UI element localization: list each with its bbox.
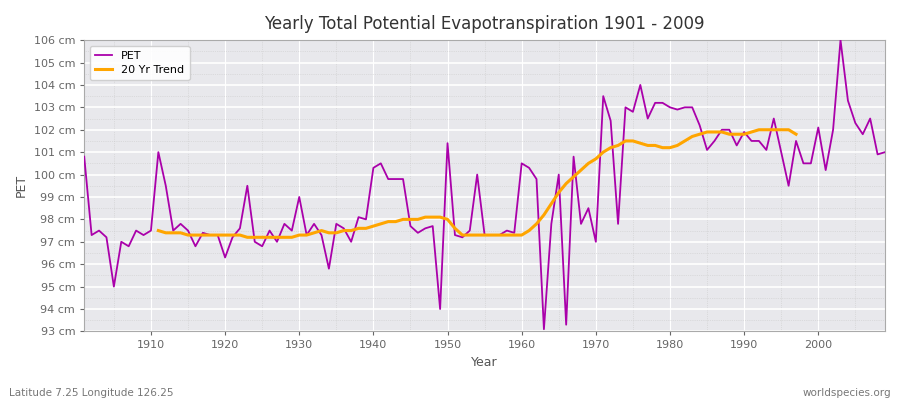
Line: 20 Yr Trend: 20 Yr Trend: [158, 130, 796, 237]
20 Yr Trend: [242, 235, 253, 240]
Line: PET: PET: [85, 40, 885, 329]
20 Yr Trend: [153, 228, 164, 233]
PET: [508, 230, 519, 235]
20 Yr Trend: [265, 235, 275, 240]
PET: [517, 161, 527, 166]
20 Yr Trend: [479, 233, 490, 238]
PET: [538, 327, 549, 332]
20 Yr Trend: [790, 132, 801, 137]
X-axis label: Year: Year: [472, 356, 498, 369]
PET: [613, 222, 624, 226]
PET: [302, 233, 312, 238]
20 Yr Trend: [680, 138, 690, 143]
Title: Yearly Total Potential Evapotranspiration 1901 - 2009: Yearly Total Potential Evapotranspiratio…: [265, 15, 705, 33]
PET: [138, 233, 148, 238]
20 Yr Trend: [302, 233, 312, 238]
PET: [835, 38, 846, 42]
Text: worldspecies.org: worldspecies.org: [803, 388, 891, 398]
20 Yr Trend: [428, 215, 438, 220]
Y-axis label: PET: PET: [15, 174, 28, 197]
20 Yr Trend: [346, 228, 356, 233]
20 Yr Trend: [753, 127, 764, 132]
Text: Latitude 7.25 Longitude 126.25: Latitude 7.25 Longitude 126.25: [9, 388, 174, 398]
PET: [79, 154, 90, 159]
PET: [346, 239, 356, 244]
PET: [879, 150, 890, 154]
Legend: PET, 20 Yr Trend: PET, 20 Yr Trend: [90, 46, 190, 80]
